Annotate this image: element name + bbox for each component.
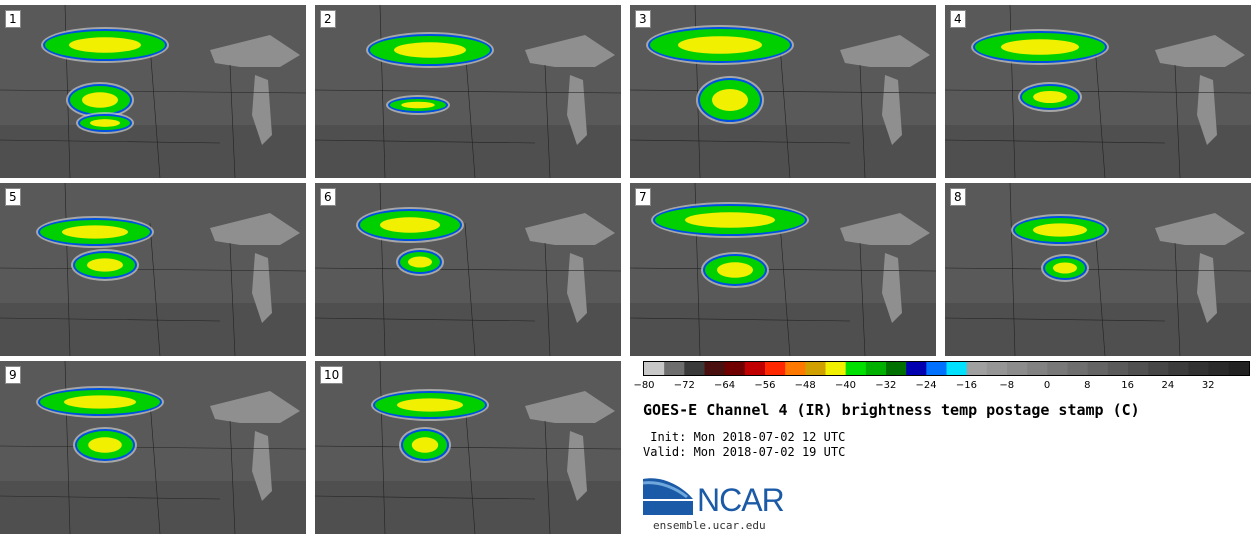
colorbar-segment <box>886 362 907 375</box>
colorbar-segment <box>1208 362 1230 375</box>
panel-label: 2 <box>320 10 336 28</box>
panel-label: 10 <box>320 366 344 384</box>
logo-url: ensemble.ucar.edu <box>653 519 766 532</box>
colorbar-segment <box>865 362 887 375</box>
colorbar-segment <box>986 362 1008 375</box>
colorbar-segment <box>1047 362 1068 375</box>
colorbar-segment <box>664 362 685 375</box>
colorbar-segment <box>1007 362 1028 375</box>
satellite-map <box>315 361 621 534</box>
panel-label: 9 <box>5 366 21 384</box>
ensemble-panel-1: 1 <box>0 5 306 178</box>
satellite-map <box>0 361 306 534</box>
colorbar-segment <box>1128 362 1149 375</box>
colorbar-segment <box>724 362 746 375</box>
colorbar-segment <box>845 362 867 375</box>
colorbar-segment <box>704 362 726 375</box>
valid-time: Valid: Mon 2018-07-02 19 UTC <box>643 445 846 459</box>
colorbar-segment <box>644 362 665 375</box>
satellite-map <box>0 5 306 178</box>
ensemble-panel-5: 5 <box>0 183 306 356</box>
colorbar-segment <box>825 362 847 375</box>
colorbar-tick-label: −16 <box>955 380 977 391</box>
init-time: Init: Mon 2018-07-02 12 UTC <box>643 430 846 444</box>
panel-label: 7 <box>635 188 651 206</box>
ensemble-panel-2: 2 <box>315 5 621 178</box>
satellite-map <box>945 183 1251 356</box>
satellite-map <box>630 183 936 356</box>
ensemble-panel-8: 8 <box>945 183 1251 356</box>
satellite-map <box>630 5 936 178</box>
colorbar-segment <box>1148 362 1169 375</box>
colorbar-tick-label: −56 <box>754 380 776 391</box>
colorbar-segment <box>805 362 826 375</box>
satellite-map <box>945 5 1251 178</box>
colorbar-segment <box>1107 362 1129 375</box>
ensemble-panel-4: 4 <box>945 5 1251 178</box>
colorbar-segment <box>1168 362 1189 375</box>
panel-label: 8 <box>950 188 966 206</box>
colorbar-tick-label: −64 <box>714 380 736 391</box>
colorbar-segment <box>785 362 806 375</box>
colorbar-tick-label: −40 <box>834 380 857 391</box>
colorbar-segment <box>926 362 947 375</box>
colorbar-tick-label: 24 <box>1161 380 1175 391</box>
colorbar-tick-label: −48 <box>794 380 816 391</box>
colorbar-segment <box>1067 362 1089 375</box>
colorbar-tick-label: −8 <box>999 380 1015 391</box>
panel-label: 5 <box>5 188 21 206</box>
colorbar-segment <box>765 362 786 375</box>
colorbar-segment <box>1228 362 1249 375</box>
panel-label: 1 <box>5 10 21 28</box>
ensemble-panel-10: 10 <box>315 361 621 534</box>
ensemble-panel-6: 6 <box>315 183 621 356</box>
colorbar-tick-label: 16 <box>1121 380 1134 391</box>
colorbar-segment <box>744 362 766 375</box>
colorbar-segment <box>684 362 705 375</box>
colorbar-segment <box>966 362 988 375</box>
colorbar-segment <box>1188 362 1210 375</box>
ensemble-panel-3: 3 <box>630 5 936 178</box>
colorbar-tick-label: −80 <box>633 380 655 391</box>
colorbar-tick-label: −32 <box>875 380 897 391</box>
satellite-map <box>0 183 306 356</box>
colorbar-segment <box>1087 362 1109 375</box>
panel-label: 3 <box>635 10 651 28</box>
panel-label: 6 <box>320 188 336 206</box>
colorbar-segment <box>946 362 968 375</box>
satellite-map <box>315 5 621 178</box>
colorbar-segment <box>1027 362 1048 375</box>
ensemble-panel-9: 9 <box>0 361 306 534</box>
ncar-logo <box>643 478 693 515</box>
colorbar-tick-label: −24 <box>915 380 937 391</box>
colorbar-segment <box>906 362 927 375</box>
colorbar <box>643 361 1250 376</box>
figure-title: GOES-E Channel 4 (IR) brightness temp po… <box>643 401 1140 419</box>
colorbar-tick-label: −72 <box>673 380 695 391</box>
colorbar-tick-label: 0 <box>1043 380 1051 391</box>
ncar-logo-text: NCAR <box>697 482 785 518</box>
colorbar-tick-label: 32 <box>1201 380 1215 391</box>
colorbar-tick-label: 8 <box>1084 380 1091 391</box>
satellite-map <box>315 183 621 356</box>
panel-label: 4 <box>950 10 966 28</box>
ensemble-panel-7: 7 <box>630 183 936 356</box>
